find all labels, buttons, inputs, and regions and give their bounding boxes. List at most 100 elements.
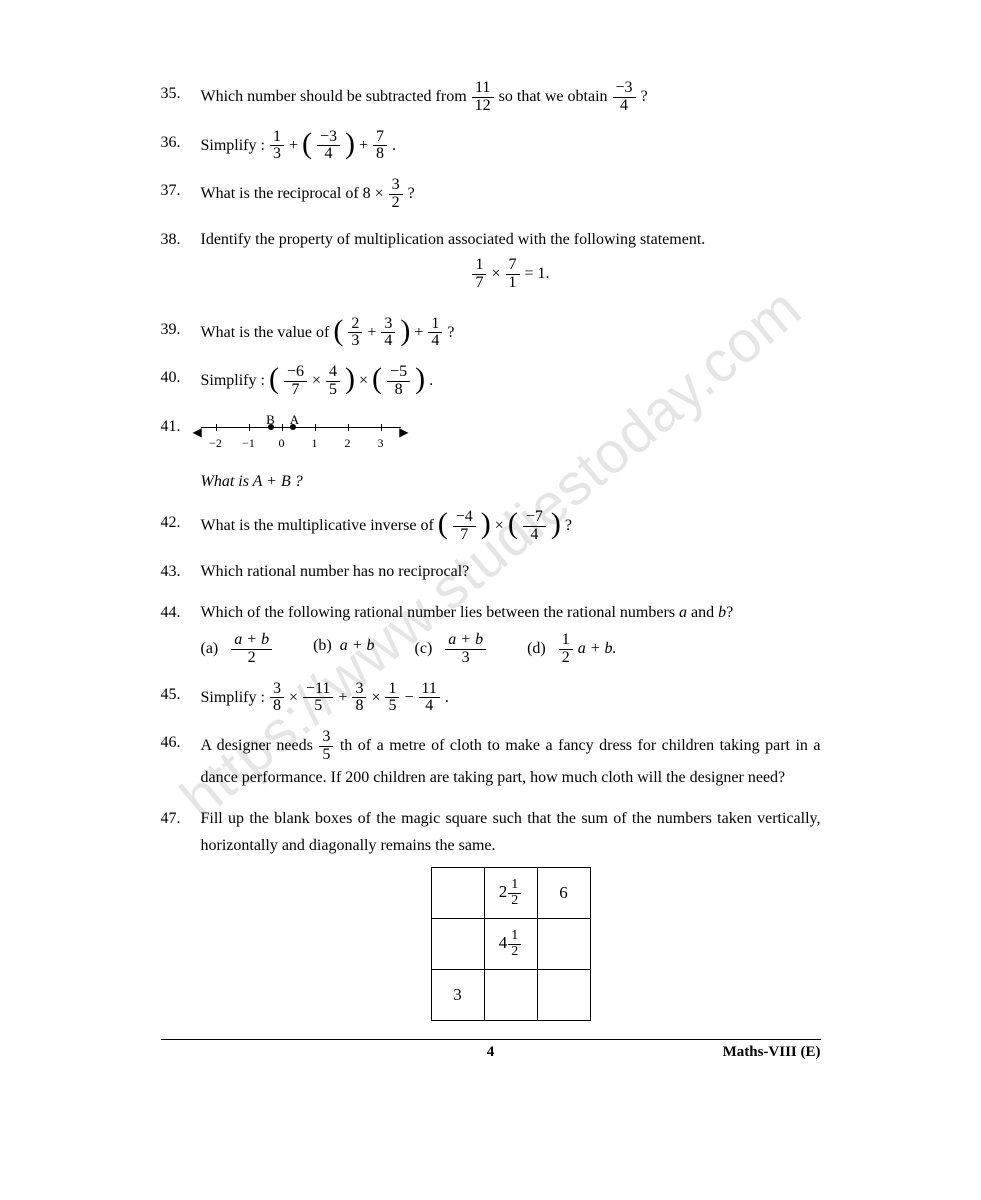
q39-plus1: + — [367, 324, 380, 341]
q44-dtxt: a + b. — [578, 640, 617, 657]
q42-f1d: 7 — [453, 526, 476, 544]
q38-eqRn: 7 — [506, 257, 520, 274]
q40-num: 40. — [161, 364, 201, 399]
q44-ob: (b) — [313, 637, 332, 654]
ms-12n: 1 — [508, 878, 521, 893]
q40-f2d: 5 — [326, 381, 340, 399]
q39-pre: What is the value of — [201, 324, 334, 341]
q36-f1d: 3 — [270, 145, 284, 163]
q40-x1: × — [312, 372, 325, 389]
q39-f3d: 4 — [428, 332, 442, 350]
q37-f1d: 2 — [389, 194, 403, 212]
q37-pre: What is the reciprocal of 8 × — [201, 185, 388, 202]
q39-end: ? — [447, 324, 454, 341]
q45-f3n: 3 — [352, 681, 366, 698]
q47-text: Fill up the blank boxes of the magic squ… — [201, 805, 821, 859]
q35-num: 35. — [161, 80, 201, 115]
q36-f2d: 4 — [317, 145, 340, 163]
q40-f3n: −5 — [387, 364, 410, 381]
ms-13: 6 — [537, 868, 590, 919]
question-41: 41. ◀▶ −2 −1 0 1 2 3 B A What is A + B ? — [161, 413, 821, 495]
question-38: 38. Identify the property of multiplicat… — [161, 226, 821, 302]
q46-num: 46. — [161, 729, 201, 791]
footer-label: Maths-VIII (E) — [723, 1044, 821, 1061]
q45-pre: Simplify : — [201, 689, 269, 706]
q35-f1d: 12 — [472, 97, 494, 115]
q38-text: Identify the property of multiplication … — [201, 226, 821, 253]
q35-end: ? — [641, 88, 648, 105]
question-45: 45. Simplify : 38 × −115 + 38 × 15 − 114… — [161, 681, 821, 716]
q38-eqLd: 7 — [472, 274, 486, 292]
q42-end: ? — [565, 517, 572, 534]
q46-th: th — [340, 737, 358, 754]
question-36: 36. Simplify : 13 + ( −34 ) + 78 . — [161, 129, 821, 164]
q40-end: . — [429, 372, 433, 389]
q42-f2d: 4 — [523, 526, 546, 544]
q38-eqRd: 1 — [506, 274, 520, 292]
q46-fn: 3 — [319, 729, 333, 746]
q42-f1n: −4 — [453, 509, 476, 526]
page-footer: 4 Maths-VIII (E) — [161, 1039, 821, 1061]
q36-pre: Simplify : — [201, 137, 269, 154]
q39-num: 39. — [161, 316, 201, 351]
nl-l4: 2 — [345, 433, 351, 453]
q39-f1d: 3 — [348, 332, 362, 350]
q40-x2: × — [359, 372, 372, 389]
q45-end: . — [445, 689, 449, 706]
q36-f3d: 8 — [373, 145, 387, 163]
nl-l0: −2 — [209, 433, 222, 453]
q37-end: ? — [408, 185, 415, 202]
q45-x2: × — [371, 689, 384, 706]
q42-times: × — [495, 517, 508, 534]
q45-f4d: 5 — [385, 697, 399, 715]
q40-f1d: 7 — [284, 381, 307, 399]
magic-square: 212 6 412 3 — [431, 867, 591, 1021]
q45-num: 45. — [161, 681, 201, 716]
number-line: ◀▶ −2 −1 0 1 2 3 B A — [201, 413, 401, 453]
q42-num: 42. — [161, 509, 201, 544]
q44-oa: (a) — [201, 640, 219, 657]
q43-num: 43. — [161, 558, 201, 585]
q45-m: − — [404, 689, 417, 706]
q43-text: Which rational number has no reciprocal? — [201, 558, 821, 585]
q38-num: 38. — [161, 226, 201, 302]
q41-sub: What is A + B ? — [201, 473, 303, 490]
page-number: 4 — [161, 1044, 821, 1061]
ms-12d: 2 — [508, 893, 521, 909]
q45-x1: × — [289, 689, 302, 706]
q42-f2n: −7 — [523, 509, 546, 526]
q44-an: a + b — [231, 632, 272, 649]
q35-f2d: 4 — [613, 97, 636, 115]
q42-pre: What is the multiplicative inverse of — [201, 517, 438, 534]
q39-f3n: 1 — [428, 316, 442, 333]
q44-od: (d) — [527, 640, 546, 657]
q44-ad: 2 — [231, 649, 272, 667]
q45-f5n: 11 — [419, 681, 440, 698]
nl-l2: 0 — [279, 433, 285, 453]
q44-cd: 3 — [445, 649, 486, 667]
question-47: 47. Fill up the blank boxes of the magic… — [161, 805, 821, 1021]
question-42: 42. What is the multiplicative inverse o… — [161, 509, 821, 544]
q39-f1n: 2 — [348, 316, 362, 333]
nl-l5: 3 — [378, 433, 384, 453]
q44-dfn: 1 — [559, 632, 573, 649]
q45-f2n: −11 — [303, 681, 333, 698]
q44-cn: a + b — [445, 632, 486, 649]
q37-f1n: 3 — [389, 177, 403, 194]
q40-f2n: 4 — [326, 364, 340, 381]
question-44: 44. Which of the following rational numb… — [161, 599, 821, 667]
q44-num: 44. — [161, 599, 201, 667]
q45-f1n: 3 — [270, 681, 284, 698]
ms-12w: 2 — [499, 882, 508, 901]
q45-f4n: 1 — [385, 681, 399, 698]
question-35: 35. Which number should be subtracted fr… — [161, 80, 821, 115]
q36-plus1: + — [289, 137, 302, 154]
q39-f2n: 3 — [381, 316, 395, 333]
q45-f5d: 4 — [419, 697, 440, 715]
question-43: 43. Which rational number has no recipro… — [161, 558, 821, 585]
q44-oc: (c) — [415, 640, 433, 657]
q44-dfd: 2 — [559, 649, 573, 667]
q39-f2d: 4 — [381, 332, 395, 350]
nl-l1: −1 — [242, 433, 255, 453]
q36-plus2: + — [359, 137, 372, 154]
